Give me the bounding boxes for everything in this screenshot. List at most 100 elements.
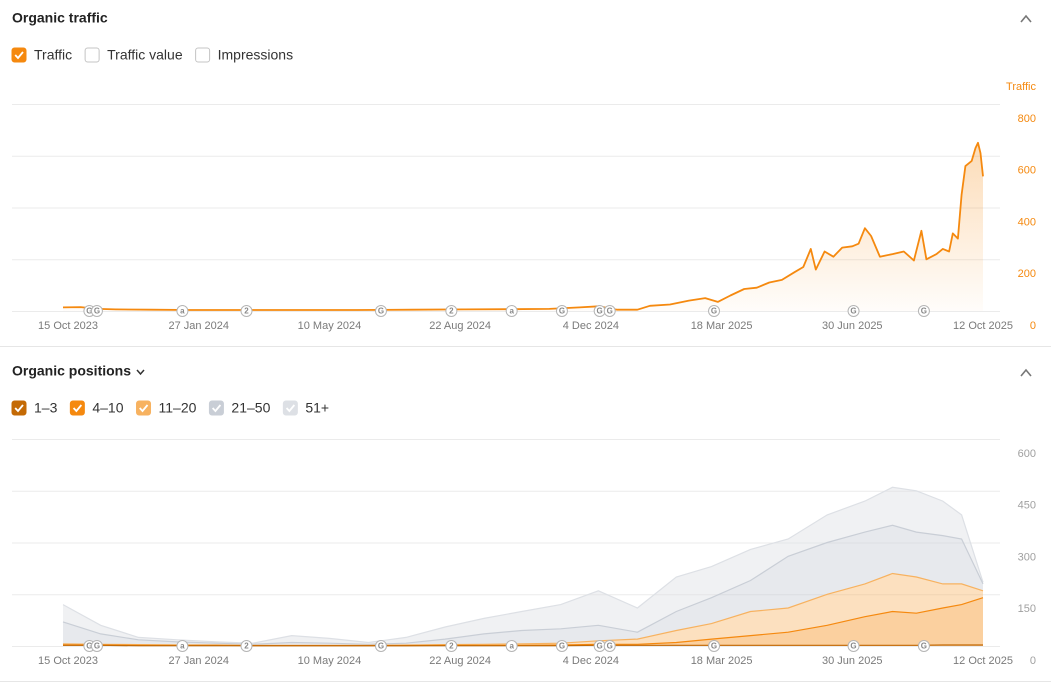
event-marker[interactable] <box>917 640 930 652</box>
event-marker-label[interactable]: G <box>378 307 384 316</box>
y-tick-label: 450 <box>1018 500 1036 512</box>
event-marker-label[interactable]: G <box>94 642 100 651</box>
x-tick-label: 30 Jun 2025 <box>822 320 883 332</box>
event-marker[interactable] <box>240 305 253 317</box>
x-tick-label: 30 Jun 2025 <box>822 655 883 667</box>
event-marker-label[interactable]: G <box>850 307 856 316</box>
y-tick-label: 600 <box>1018 448 1036 460</box>
event-marker-label[interactable]: G <box>597 307 603 316</box>
y-tick-label: 150 <box>1018 603 1036 615</box>
checkbox-label[interactable]: 4–10 <box>92 400 123 416</box>
event-marker-label[interactable]: 2 <box>244 642 249 651</box>
y-tick-label: 400 <box>1018 216 1036 228</box>
checkbox[interactable] <box>11 47 27 63</box>
checkbox[interactable] <box>282 400 298 416</box>
line <box>62 141 984 311</box>
panel-title: Organic traffic <box>12 10 108 26</box>
check-mark[interactable] <box>72 404 83 413</box>
event-marker-label[interactable]: G <box>921 642 927 651</box>
checkbox[interactable] <box>69 400 85 416</box>
y-tick-label: 0 <box>1030 320 1036 332</box>
event-marker[interactable] <box>176 640 189 652</box>
event-marker[interactable] <box>90 640 103 652</box>
event-marker[interactable] <box>603 640 616 652</box>
event-marker-label[interactable]: 2 <box>449 307 454 316</box>
checkbox[interactable] <box>208 400 224 416</box>
event-marker[interactable] <box>445 305 458 317</box>
event-marker-label[interactable]: G <box>711 642 717 651</box>
area <box>63 487 983 645</box>
event-marker-label[interactable]: a <box>180 642 185 651</box>
event-marker[interactable] <box>176 305 189 317</box>
x-tick-label: 22 Aug 2024 <box>429 655 491 667</box>
checkbox[interactable] <box>11 400 27 416</box>
check-mark[interactable] <box>14 51 24 60</box>
panel-title: Organic positions <box>12 363 131 379</box>
checkbox-label[interactable]: Traffic <box>34 47 72 63</box>
checkbox-label[interactable]: 1–3 <box>34 400 58 416</box>
event-marker-label[interactable]: a <box>509 642 514 651</box>
y-tick-label: 0 <box>1030 655 1036 667</box>
line <box>62 486 984 644</box>
event-marker[interactable] <box>708 305 721 317</box>
event-marker-label[interactable]: G <box>559 642 565 651</box>
event-marker-label[interactable]: a <box>509 307 514 316</box>
event-marker-label[interactable]: 2 <box>244 307 249 316</box>
checkbox-label[interactable]: Traffic value <box>107 47 183 63</box>
check-mark[interactable] <box>211 404 222 413</box>
x-tick-label: 18 Mar 2025 <box>691 655 753 667</box>
check-mark[interactable] <box>139 404 149 413</box>
checkbox[interactable] <box>136 400 152 416</box>
event-marker-label[interactable]: G <box>607 642 613 651</box>
checkbox[interactable] <box>195 47 211 63</box>
event-marker[interactable] <box>374 640 387 652</box>
event-marker[interactable] <box>847 640 860 652</box>
x-tick-label: 27 Jan 2024 <box>168 655 229 667</box>
checkbox[interactable] <box>84 47 100 63</box>
event-marker[interactable] <box>847 305 860 317</box>
area <box>63 597 983 646</box>
event-marker-label[interactable]: G <box>559 307 565 316</box>
y-tick-label: 600 <box>1018 165 1036 177</box>
collapse-button[interactable] <box>1020 368 1032 377</box>
event-marker-label[interactable]: a <box>180 307 185 316</box>
dropdown-icon[interactable] <box>136 369 145 376</box>
event-marker[interactable] <box>917 305 930 317</box>
x-tick-label: 12 Oct 2025 <box>953 655 1013 667</box>
area <box>63 142 983 311</box>
event-marker-label[interactable]: G <box>607 307 613 316</box>
event-marker[interactable] <box>445 640 458 652</box>
checkbox-label[interactable]: 21–50 <box>231 400 270 416</box>
event-marker[interactable] <box>555 640 568 652</box>
event-marker-label[interactable]: G <box>86 307 92 316</box>
checkbox-label[interactable]: Impressions <box>218 47 293 63</box>
event-marker[interactable] <box>603 305 616 317</box>
x-tick-label: 4 Dec 2024 <box>563 320 619 332</box>
event-marker[interactable] <box>505 305 518 317</box>
check-mark[interactable] <box>285 404 296 413</box>
event-marker-label[interactable]: G <box>94 307 100 316</box>
event-marker[interactable] <box>240 640 253 652</box>
event-marker[interactable] <box>374 305 387 317</box>
event-marker-label[interactable]: G <box>921 307 927 316</box>
event-marker[interactable] <box>90 305 103 317</box>
collapse-button[interactable] <box>1020 14 1032 23</box>
checkbox-label[interactable]: 11–20 <box>159 400 197 416</box>
event-marker[interactable] <box>505 640 518 652</box>
event-marker[interactable] <box>555 305 568 317</box>
x-tick-label: 10 May 2024 <box>298 320 362 332</box>
y-tick-label: 800 <box>1018 113 1036 125</box>
area <box>63 573 983 646</box>
check-mark[interactable] <box>14 404 24 413</box>
event-marker[interactable] <box>708 640 721 652</box>
event-marker-label[interactable]: G <box>711 307 717 316</box>
event-marker-label[interactable]: G <box>850 642 856 651</box>
checkbox-label[interactable]: 51+ <box>305 400 329 416</box>
event-marker-label[interactable]: G <box>378 642 384 651</box>
x-tick-label: 27 Jan 2024 <box>168 320 229 332</box>
x-tick-label: 15 Oct 2023 <box>38 320 98 332</box>
event-marker-label[interactable]: G <box>86 642 92 651</box>
event-marker-label[interactable]: 2 <box>449 642 454 651</box>
event-marker-label[interactable]: G <box>597 642 603 651</box>
